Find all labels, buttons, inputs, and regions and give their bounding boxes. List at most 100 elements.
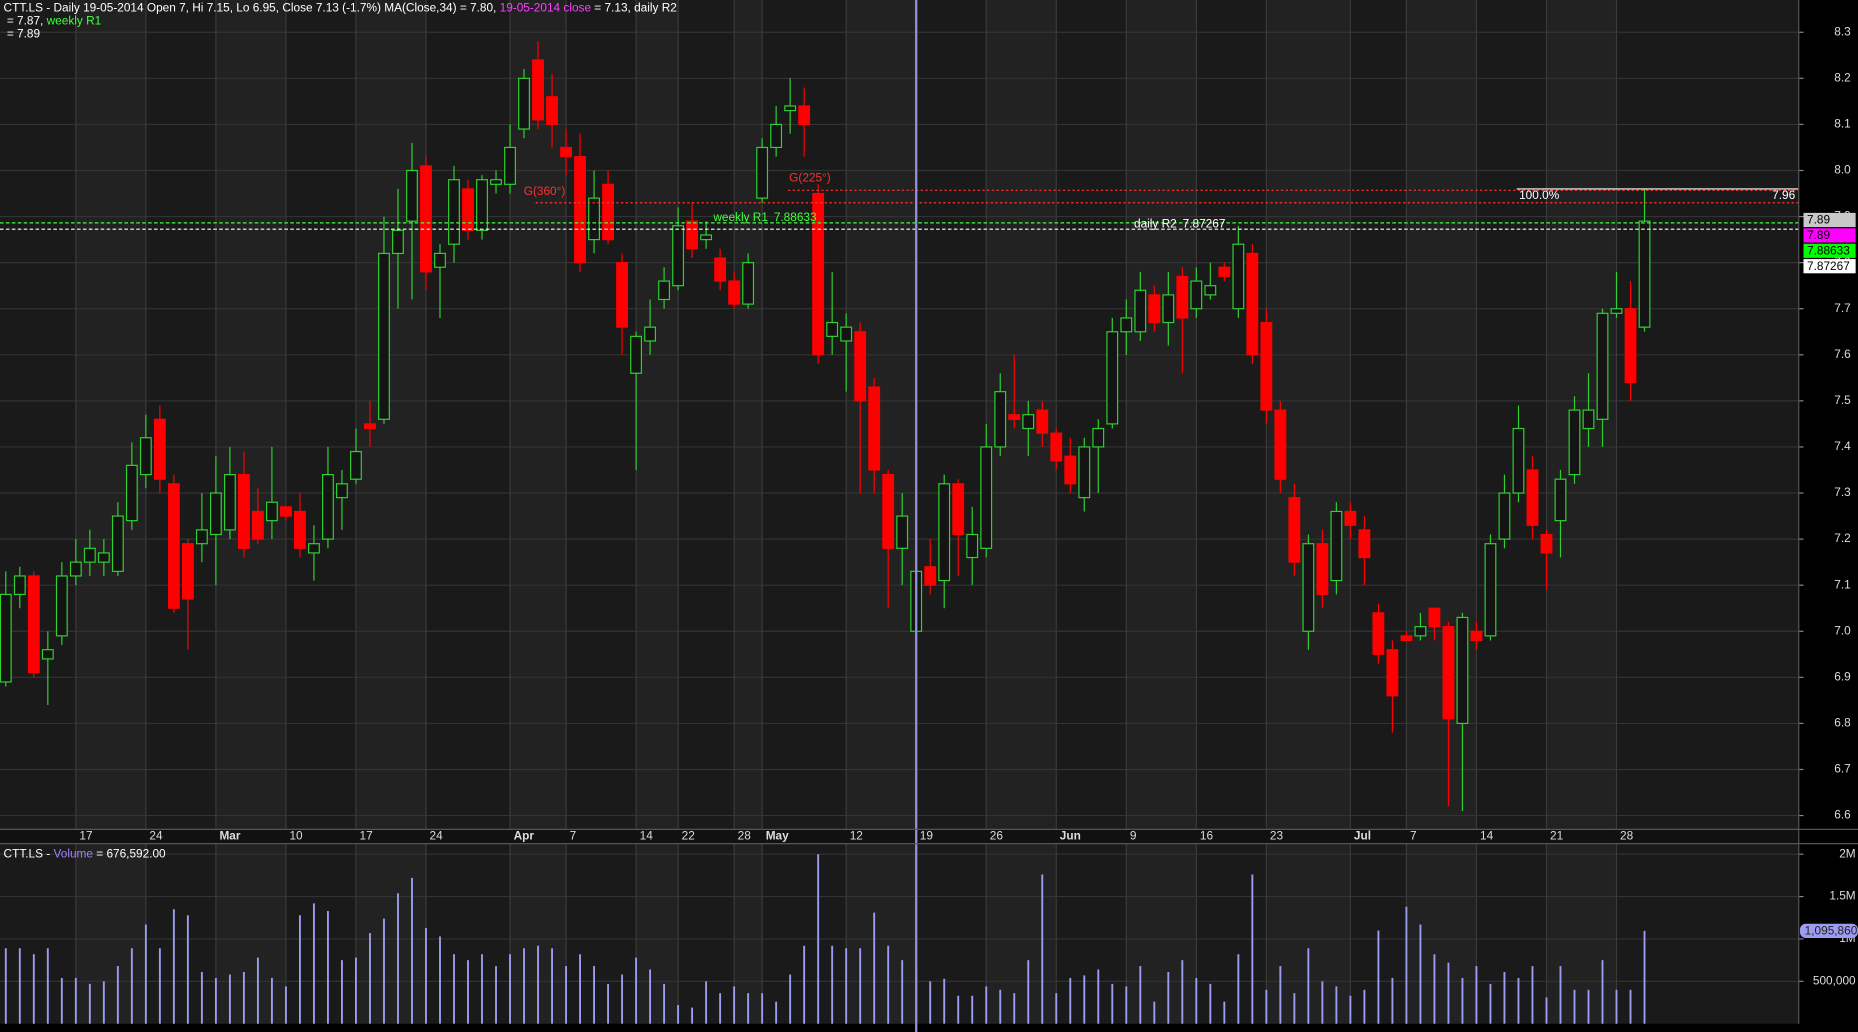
- candle-body: [308, 543, 320, 554]
- level-label: G(225°): [789, 171, 831, 185]
- x-tick-label: 7: [570, 829, 577, 843]
- candle-body: [364, 423, 376, 430]
- header-segment: 19-05-2014 close: [500, 0, 592, 14]
- level-value: 7.87267: [1183, 217, 1226, 231]
- band: [510, 0, 567, 830]
- candle-body: [546, 96, 558, 126]
- candle-body: [336, 483, 348, 499]
- y-tick-label: 6.8: [1834, 716, 1851, 730]
- candle-body: [251, 510, 264, 540]
- candle-body: [392, 229, 404, 255]
- candle-body: [1092, 427, 1105, 448]
- level-name: weekly R1: [712, 210, 768, 224]
- band: [846, 843, 917, 1024]
- candle-body: [1064, 455, 1077, 485]
- candle-body: [1316, 543, 1329, 595]
- candle-body: [1050, 432, 1063, 462]
- candle-body: [1554, 478, 1567, 522]
- band: [734, 0, 763, 830]
- candle-body: [602, 183, 614, 241]
- y-tick-label: 8.2: [1834, 70, 1850, 84]
- level-label: 100.0%: [1519, 188, 1560, 202]
- candle-body: [1624, 308, 1637, 384]
- x-tick-label: 22: [682, 829, 695, 843]
- candle-body: [27, 575, 40, 674]
- candle-body: [111, 515, 124, 572]
- candle-body: [1204, 285, 1217, 296]
- band: [355, 843, 426, 1024]
- candle-body: [588, 197, 600, 241]
- band: [355, 0, 426, 830]
- candle-body: [280, 506, 292, 517]
- candle-body: [1148, 294, 1161, 324]
- band: [636, 843, 679, 1024]
- date-axis: [0, 829, 1799, 844]
- candle-body: [616, 262, 628, 328]
- price-marker-label: 7.89: [1807, 228, 1830, 242]
- header-segment: = 7.13, daily R2: [591, 0, 677, 14]
- x-tick-label: 28: [1620, 829, 1634, 843]
- candle-body: [574, 156, 586, 264]
- price-marker-label: 7.88633: [1807, 244, 1850, 258]
- x-tick-label: 19: [920, 829, 934, 843]
- header-segment: weekly R1: [46, 13, 102, 27]
- candle-body: [1246, 252, 1259, 356]
- candle-body: [1232, 243, 1245, 310]
- candle-body: [41, 649, 54, 660]
- price-marker: [1803, 228, 1856, 243]
- header-segment: = 7.87,: [4, 13, 47, 27]
- candle-body: [195, 529, 208, 545]
- candle-body: [630, 335, 643, 374]
- candle-body: [994, 391, 1007, 448]
- band: [636, 0, 679, 830]
- candle-body: [980, 446, 993, 549]
- y-tick-label: 8.0: [1834, 163, 1851, 177]
- candle-body: [952, 483, 965, 536]
- band: [215, 0, 286, 830]
- candle-body: [812, 192, 825, 356]
- candle-body: [1484, 543, 1497, 637]
- x-tick-label: May: [766, 829, 789, 843]
- candle-body: [1470, 630, 1483, 642]
- candle-body: [798, 105, 811, 126]
- candle-body: [322, 474, 334, 540]
- y-tick-label: 2M: [1839, 846, 1855, 860]
- candle-body: [55, 575, 68, 637]
- candle-body: [153, 418, 166, 480]
- candle-body: [0, 593, 12, 683]
- candle-body: [1176, 275, 1189, 319]
- candle-body: [966, 533, 979, 559]
- candle-body: [504, 146, 516, 185]
- y-tick-label: 7.4: [1834, 439, 1851, 453]
- candle-body: [1372, 612, 1385, 655]
- band: [1126, 843, 1197, 1024]
- candle-body: [350, 450, 362, 480]
- candle-body: [868, 386, 881, 471]
- candle-body: [1330, 510, 1343, 582]
- candle-body: [518, 77, 530, 130]
- candle-body: [1456, 616, 1469, 725]
- band: [1126, 0, 1197, 830]
- candle-body: [1162, 294, 1175, 324]
- candle-body: [714, 257, 727, 282]
- candle-body: [462, 188, 474, 231]
- header-line: = 7.87, weekly R1: [4, 13, 102, 27]
- x-tick-label: 28: [738, 829, 752, 843]
- candle-body: [784, 105, 797, 112]
- level-value: 7.96: [1772, 188, 1795, 202]
- candle-body: [1274, 409, 1287, 480]
- candle-body: [1582, 409, 1595, 430]
- candle-body: [83, 547, 96, 563]
- candle-body: [181, 543, 194, 600]
- y-tick-label: 1.5M: [1829, 889, 1855, 903]
- level-label: weekly R1 7.88633: [712, 210, 817, 224]
- candle-body: [209, 492, 222, 536]
- x-tick-label: 14: [640, 829, 654, 843]
- candle-body: [1610, 308, 1623, 314]
- band: [846, 0, 917, 830]
- candle-body: [139, 437, 152, 476]
- price-marker: [1803, 212, 1856, 228]
- candle-body: [1526, 469, 1539, 526]
- volume-header: CTT.LS - Volume = 676,592.00: [4, 846, 167, 860]
